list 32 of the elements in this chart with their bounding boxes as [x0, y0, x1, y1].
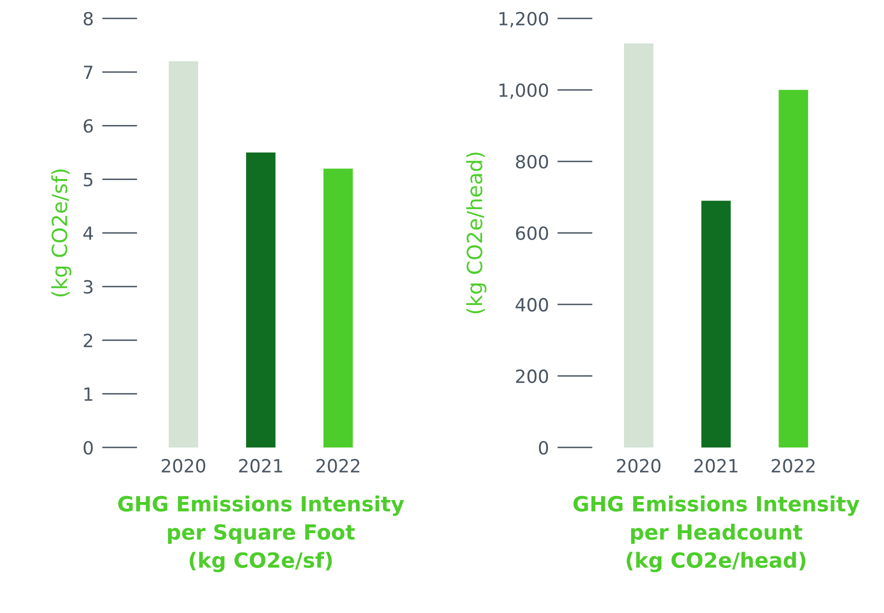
bar [701, 200, 731, 448]
y-axis-title: (kg CO2e/sf) [51, 170, 72, 296]
x-axis-title: GHG Emissions Intensity per Headcount (kg CO2e/head) [573, 496, 860, 572]
y-tick-label: 7 [84, 66, 92, 79]
bar [168, 61, 198, 448]
x-tick-label: 2020 [162, 458, 206, 473]
y-tick-label: 800 [516, 154, 548, 169]
y-tick-label: 3 [84, 280, 93, 294]
y-tick-label: 400 [516, 298, 548, 312]
x-tick-label: 2020 [617, 458, 660, 473]
y-tick-label: 600 [516, 226, 548, 240]
x-tick-label: 2021 [239, 458, 282, 473]
bar [778, 90, 808, 448]
y-tick-label: 0 [538, 440, 548, 455]
y-tick-label: 1 [84, 388, 92, 401]
y-tick-label: 1,000 [500, 83, 548, 99]
y-tick-label: 5 [84, 173, 92, 186]
bar [246, 152, 276, 448]
bar [323, 168, 353, 448]
y-tick-label: 200 [516, 369, 548, 384]
y-tick-label: 6 [84, 119, 93, 133]
y-axis-title: (kg CO2e/head) [466, 152, 486, 314]
y-tick-label: 8 [84, 12, 93, 26]
x-tick-label: 2022 [316, 458, 360, 473]
x-axis-title: GHG Emissions Intensity per Square Foot (kg CO2e/sf) [118, 496, 404, 572]
x-tick-label: 2021 [694, 458, 738, 473]
y-tick-label: 2 [84, 334, 92, 348]
y-tick-label: 0 [84, 440, 93, 455]
x-tick-label: 2022 [772, 458, 815, 473]
y-tick-label: 4 [83, 226, 93, 240]
y-tick-label: 1,200 [500, 12, 548, 28]
bar [624, 43, 654, 448]
